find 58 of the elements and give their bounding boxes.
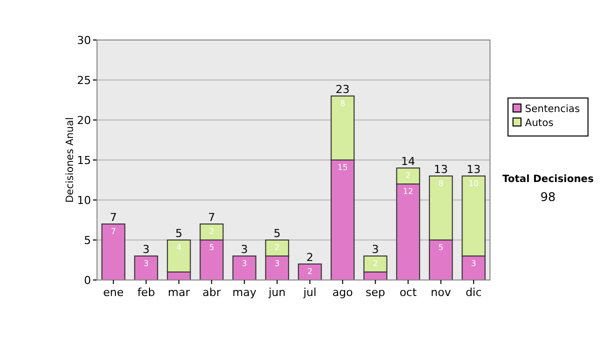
x-tick-label: feb bbox=[137, 286, 155, 299]
data-label: 8 bbox=[340, 99, 346, 108]
bar bbox=[134, 256, 158, 280]
total-label: 7 bbox=[110, 211, 117, 224]
data-label: 2 bbox=[406, 171, 411, 180]
x-tick-label: dic bbox=[466, 286, 482, 299]
x-tick-label: oct bbox=[400, 286, 418, 299]
x-tick-label: ago bbox=[332, 286, 354, 299]
total-label: 13 bbox=[434, 163, 448, 176]
x-tick-label: jun bbox=[268, 286, 286, 299]
total-label: 2 bbox=[306, 251, 314, 264]
x-tick-label: may bbox=[232, 286, 257, 299]
y-tick-label: 30 bbox=[77, 34, 91, 47]
text: Total Decisiones bbox=[502, 174, 594, 185]
total-label: 7 bbox=[208, 211, 216, 224]
data-label: 5 bbox=[209, 243, 214, 252]
y-tick-label: 15 bbox=[77, 154, 91, 167]
total-label: 3 bbox=[142, 243, 150, 256]
x-tick-label: nov bbox=[430, 286, 452, 299]
total-label: 13 bbox=[466, 163, 481, 176]
data-label: 3 bbox=[242, 259, 247, 268]
total-label: 23 bbox=[336, 83, 350, 96]
y-tick-label: 25 bbox=[77, 74, 91, 87]
data-label: 4 bbox=[176, 243, 182, 252]
data-label: 5 bbox=[438, 243, 444, 252]
total-label: 5 bbox=[175, 227, 182, 240]
data-label: 8 bbox=[438, 179, 444, 188]
y-tick-label: 0 bbox=[84, 274, 91, 287]
text: 98 bbox=[540, 190, 556, 204]
total-label: 14 bbox=[401, 155, 416, 168]
bar bbox=[298, 264, 322, 280]
data-label: 2 bbox=[274, 243, 280, 252]
y-tick-label: 20 bbox=[77, 114, 91, 127]
x-tick-label: sep bbox=[366, 286, 386, 299]
data-label: 15 bbox=[338, 163, 348, 172]
total-label: 3 bbox=[372, 243, 379, 256]
y-tick-label: 10 bbox=[77, 194, 91, 207]
data-label: 2 bbox=[372, 259, 378, 268]
y-tick-label: 5 bbox=[84, 234, 91, 247]
data-label: 2 bbox=[307, 267, 312, 276]
data-label: 3 bbox=[144, 259, 149, 268]
data-label: 12 bbox=[403, 187, 414, 196]
x-tick-label: mar bbox=[168, 286, 190, 299]
data-label: 2 bbox=[209, 227, 214, 236]
x-tick-label: jul bbox=[302, 286, 316, 299]
data-label: 7 bbox=[110, 227, 116, 236]
y-axis-title: Decisiones Anual bbox=[65, 117, 76, 203]
legend-label: Autos bbox=[525, 118, 554, 129]
legend-label: Sentencias bbox=[525, 104, 580, 115]
data-label: 3 bbox=[471, 259, 476, 268]
x-tick-label: abr bbox=[202, 286, 222, 299]
bar bbox=[101, 224, 126, 280]
x-tick-label: ene bbox=[103, 286, 124, 299]
total-label: 3 bbox=[240, 243, 248, 256]
data-label: 3 bbox=[274, 259, 280, 268]
total-label: 5 bbox=[274, 227, 281, 240]
bar bbox=[232, 256, 256, 280]
data-label: 10 bbox=[468, 179, 479, 188]
